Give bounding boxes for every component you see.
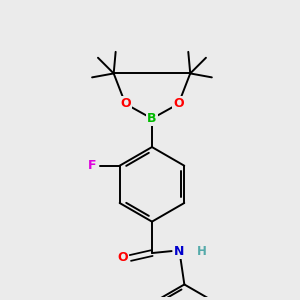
Text: O: O bbox=[117, 251, 128, 265]
Text: O: O bbox=[120, 98, 131, 110]
Text: N: N bbox=[174, 244, 184, 258]
Text: F: F bbox=[88, 159, 96, 172]
Text: O: O bbox=[173, 98, 184, 110]
Text: H: H bbox=[197, 244, 207, 258]
Text: B: B bbox=[147, 112, 157, 125]
